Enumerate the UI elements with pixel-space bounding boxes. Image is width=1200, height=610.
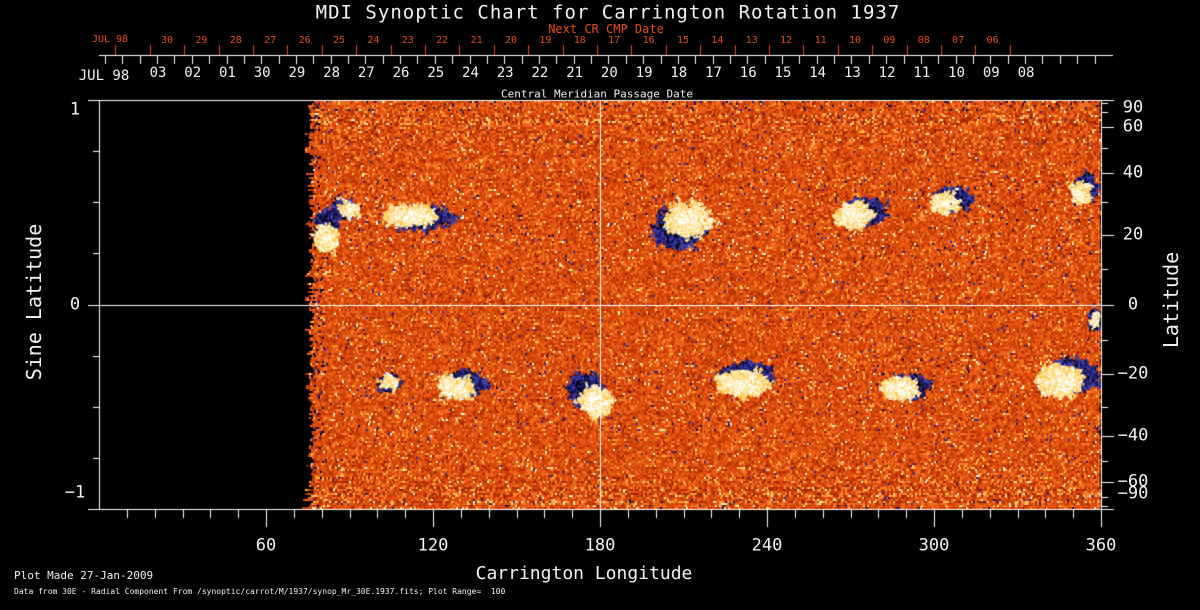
- latitude-axis-title: Latitude: [1159, 251, 1183, 349]
- longitude-tick-label: 240: [751, 535, 783, 556]
- next-cr-date-label: 26: [298, 35, 311, 46]
- cmp-date-label: 08: [1017, 65, 1035, 81]
- next-cr-axis-title: Next CR CMP Date: [548, 22, 664, 36]
- cmp-date-label: 26: [392, 65, 410, 81]
- next-cr-date-label: 14: [711, 35, 724, 46]
- longitude-tick-label: 60: [255, 535, 277, 556]
- next-cr-date-label: 06: [986, 35, 999, 46]
- cmp-date-label: 14: [809, 65, 827, 81]
- latitude-tick-label: −20: [1117, 363, 1149, 384]
- next-cr-date-label: 18: [573, 35, 586, 46]
- next-cr-date-label: 09: [883, 35, 896, 46]
- cmp-date-label: 10: [948, 65, 965, 81]
- next-cr-date-label: 15: [676, 35, 690, 46]
- next-cr-date-label: 29: [195, 35, 208, 46]
- cmp-date-label: 02: [184, 65, 202, 81]
- cmp-date-label: 16: [739, 65, 757, 81]
- next-cr-date-label: 11: [814, 35, 827, 46]
- cmp-date-label: 12: [878, 65, 896, 81]
- next-cr-date-label: 25: [332, 35, 346, 46]
- cmp-date-label: 24: [462, 65, 479, 81]
- sine-latitude-axis-title: Sine Latitude: [22, 223, 46, 381]
- longitude-axis-title: Carrington Longitude: [475, 563, 693, 584]
- cmp-date-label: 30: [253, 65, 271, 81]
- sine-latitude-tick-label: −1: [64, 482, 86, 503]
- next-cr-date-label: 21: [470, 35, 483, 46]
- cmp-date-label: 25: [427, 65, 445, 81]
- cmp-date-label: 01: [219, 65, 236, 81]
- longitude-tick-label: 120: [417, 535, 449, 556]
- next-cr-month-label: JUL 98: [91, 34, 129, 45]
- cmp-date-label: 29: [288, 65, 306, 81]
- latitude-tick-label: 0: [1127, 294, 1139, 314]
- next-cr-date-label: 22: [436, 35, 449, 46]
- cmp-date-label: 21: [566, 65, 584, 81]
- chart-title: MDI Synoptic Chart for Carrington Rotati…: [315, 1, 901, 24]
- latitude-tick-label: 90: [1122, 97, 1144, 118]
- cmp-date-label: 18: [670, 65, 688, 81]
- next-cr-date-label: 24: [367, 35, 380, 46]
- next-cr-date-label: 19: [539, 35, 552, 46]
- cmp-date-label: 27: [357, 65, 375, 81]
- longitude-tick-label: 180: [584, 535, 616, 556]
- next-cr-date-label: 23: [401, 35, 414, 46]
- next-cr-date-label: 27: [264, 35, 277, 46]
- latitude-tick-label: 40: [1122, 162, 1144, 183]
- cmp-date-label: 17: [705, 65, 722, 81]
- latitude-tick-label: −60: [1117, 471, 1149, 492]
- cmp-date-label: 11: [913, 65, 931, 81]
- longitude-tick-label: 300: [918, 535, 950, 556]
- next-cr-date-label: 16: [642, 35, 655, 46]
- next-cr-date-label: 28: [229, 35, 242, 46]
- next-cr-date-label: 17: [608, 35, 621, 46]
- data-source-note: Data from 30E - Radial Component From /s…: [14, 587, 506, 596]
- cmp-date-label: 09: [982, 65, 1000, 81]
- cmp-axis-title: Central Meridian Passage Date: [500, 87, 694, 101]
- next-cr-date-label: 30: [160, 35, 174, 46]
- latitude-tick-label: −90: [1117, 483, 1149, 504]
- cmp-date-label: 13: [843, 65, 861, 81]
- next-cr-date-label: 13: [745, 35, 758, 46]
- latitude-tick-label: 60: [1122, 116, 1144, 137]
- cmp-date-label: 28: [323, 65, 341, 81]
- sine-latitude-tick-label: 0: [69, 294, 81, 314]
- sine-latitude-tick-label: 1: [69, 99, 81, 120]
- cmp-date-label: 19: [635, 65, 653, 81]
- next-cr-date-label: 07: [952, 35, 965, 46]
- cmp-date-label: 20: [600, 65, 618, 81]
- next-cr-date-label: 20: [504, 35, 518, 46]
- next-cr-date-label: 12: [780, 35, 793, 46]
- cmp-date-label: 15: [774, 65, 792, 81]
- plot-made-note: Plot Made 27-Jan-2009: [14, 569, 154, 582]
- latitude-tick-label: 20: [1122, 224, 1144, 245]
- longitude-tick-label: 360: [1085, 535, 1117, 556]
- next-cr-date-label: 10: [848, 35, 862, 46]
- cmp-month-label: JUL 98: [78, 68, 130, 84]
- cmp-date-label: 23: [496, 65, 514, 81]
- next-cr-date-label: 08: [917, 35, 930, 46]
- cmp-date-label: 03: [149, 65, 167, 81]
- cmp-date-label: 22: [531, 65, 549, 81]
- latitude-tick-label: −40: [1117, 425, 1149, 446]
